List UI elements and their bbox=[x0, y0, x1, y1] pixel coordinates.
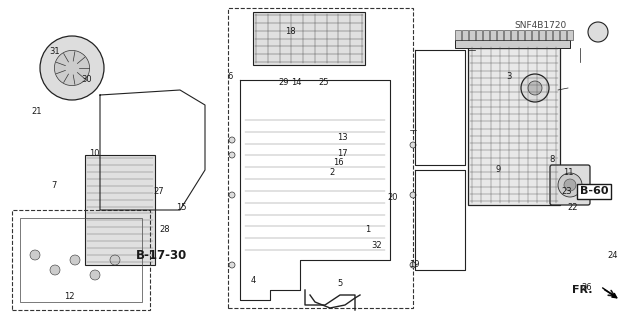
Bar bbox=[525, 30, 531, 40]
Text: 30: 30 bbox=[81, 75, 92, 84]
Text: 11: 11 bbox=[563, 168, 573, 177]
Text: 24: 24 bbox=[608, 251, 618, 260]
Text: 32: 32 bbox=[371, 241, 381, 250]
Bar bbox=[539, 30, 545, 40]
Bar bbox=[469, 30, 475, 40]
FancyBboxPatch shape bbox=[550, 165, 590, 205]
Circle shape bbox=[54, 50, 90, 85]
Bar bbox=[518, 30, 524, 40]
Text: 6: 6 bbox=[228, 72, 233, 81]
Text: 31: 31 bbox=[49, 47, 60, 56]
Bar bbox=[476, 30, 482, 40]
Bar bbox=[20, 218, 142, 302]
Text: 17: 17 bbox=[337, 149, 348, 158]
Circle shape bbox=[410, 142, 416, 148]
Circle shape bbox=[558, 173, 582, 197]
Text: FR.: FR. bbox=[572, 285, 593, 295]
Text: 8: 8 bbox=[549, 155, 554, 164]
Circle shape bbox=[50, 265, 60, 275]
Text: 5: 5 bbox=[338, 279, 343, 288]
Circle shape bbox=[528, 81, 542, 95]
Text: 27: 27 bbox=[154, 187, 164, 196]
Text: 7: 7 bbox=[52, 181, 57, 189]
Text: 12: 12 bbox=[64, 292, 74, 301]
Text: 18: 18 bbox=[285, 27, 295, 36]
Text: 2: 2 bbox=[329, 168, 334, 177]
Text: 9: 9 bbox=[495, 165, 500, 174]
Circle shape bbox=[229, 137, 235, 143]
Circle shape bbox=[30, 250, 40, 260]
Text: 19: 19 bbox=[410, 260, 420, 269]
Bar bbox=[560, 30, 566, 40]
Circle shape bbox=[110, 255, 120, 265]
Bar bbox=[253, 12, 365, 65]
Text: 15: 15 bbox=[176, 203, 186, 212]
Bar bbox=[468, 45, 560, 205]
Text: B-60: B-60 bbox=[580, 186, 608, 197]
Text: 14: 14 bbox=[291, 78, 301, 87]
Circle shape bbox=[229, 192, 235, 198]
Bar bbox=[455, 40, 570, 48]
Bar bbox=[532, 30, 538, 40]
Text: 25: 25 bbox=[318, 78, 328, 87]
Bar bbox=[553, 30, 559, 40]
Circle shape bbox=[410, 192, 416, 198]
Text: 1: 1 bbox=[365, 225, 371, 234]
Bar bbox=[228, 8, 413, 308]
Text: 4: 4 bbox=[250, 276, 255, 285]
Text: 10: 10 bbox=[90, 149, 100, 158]
Bar bbox=[483, 30, 489, 40]
Text: 28: 28 bbox=[160, 225, 170, 234]
Text: 13: 13 bbox=[337, 133, 348, 142]
Circle shape bbox=[588, 22, 608, 42]
Circle shape bbox=[90, 270, 100, 280]
Text: 23: 23 bbox=[562, 187, 572, 196]
Bar bbox=[504, 30, 510, 40]
Bar bbox=[455, 30, 461, 40]
Bar bbox=[546, 30, 552, 40]
Bar bbox=[497, 30, 503, 40]
Circle shape bbox=[410, 262, 416, 268]
Bar bbox=[490, 30, 496, 40]
Text: 3: 3 bbox=[506, 72, 511, 81]
Bar bbox=[567, 30, 573, 40]
Circle shape bbox=[521, 74, 549, 102]
Text: 22: 22 bbox=[568, 203, 578, 212]
Text: SNF4B1720: SNF4B1720 bbox=[515, 21, 567, 30]
Circle shape bbox=[564, 179, 576, 191]
Bar bbox=[462, 30, 468, 40]
Circle shape bbox=[40, 36, 104, 100]
Bar bbox=[511, 30, 517, 40]
Circle shape bbox=[229, 152, 235, 158]
Bar bbox=[12, 210, 150, 310]
Text: 21: 21 bbox=[32, 107, 42, 116]
Text: 16: 16 bbox=[333, 158, 343, 167]
Circle shape bbox=[70, 255, 80, 265]
Bar bbox=[85, 155, 155, 265]
Text: B-17-30: B-17-30 bbox=[136, 249, 188, 262]
Text: 20: 20 bbox=[387, 193, 397, 202]
Text: 29: 29 bbox=[278, 78, 289, 87]
Circle shape bbox=[229, 262, 235, 268]
Text: 26: 26 bbox=[582, 283, 592, 292]
